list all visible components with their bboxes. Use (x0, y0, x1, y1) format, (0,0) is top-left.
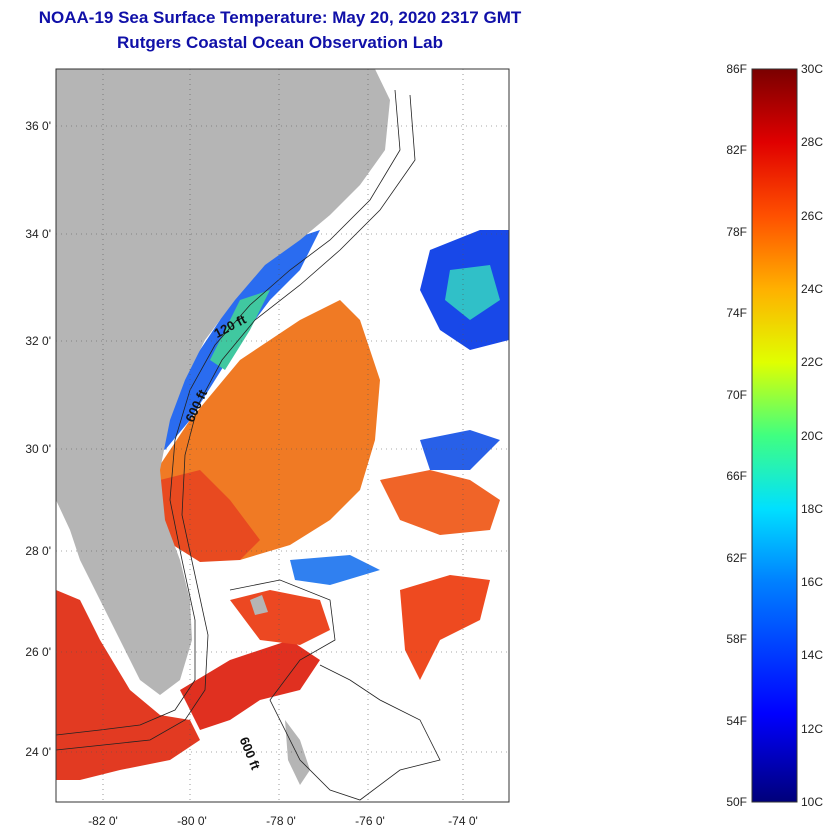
colorbar-celsius-tick: 30C (801, 62, 824, 76)
lat-tick-label: 32 0' (25, 334, 51, 348)
colorbar-celsius-tick: 16C (801, 575, 824, 590)
lon-tick-label: -76 0' (355, 814, 385, 828)
colorbar-celsius-tick: 10C (801, 795, 824, 809)
lat-tick-label: 36 0' (25, 119, 51, 133)
colorbar-fahrenheit-tick: 78F (726, 224, 747, 239)
graticule (56, 69, 509, 802)
colorbar-fahrenheit-tick: 62F (726, 550, 747, 565)
ne-teal-patch (445, 265, 500, 320)
colorbar-celsius-tick: 20C (801, 428, 824, 443)
south-warm-patch (400, 575, 490, 680)
lat-tick-label: 24 0' (25, 745, 51, 759)
lon-tick-label: -82 0' (88, 814, 118, 828)
isobath-600ft (56, 94, 416, 751)
lat-tick-label: 26 0' (25, 645, 51, 659)
lon-tick-label: -74 0' (448, 814, 478, 828)
colorbar-fahrenheit-tick: 70F (726, 387, 747, 402)
shelf-green-band (210, 290, 270, 370)
map-title: NOAA-19 Sea Surface Temperature: May 20,… (38, 8, 522, 27)
gulf-stream-core (160, 470, 260, 562)
mid-cold-patch (420, 430, 500, 470)
colorbar-celsius-tick: 18C (801, 501, 824, 516)
colorbar-celsius-tick: 26C (801, 208, 824, 223)
land-mass (56, 69, 390, 695)
lat-tick-label: 30 0' (25, 442, 51, 456)
lon-tick-label: -78 0' (266, 814, 296, 828)
colorbar-celsius-tick: 28C (801, 135, 824, 150)
colorbar-fahrenheit-tick: 66F (726, 469, 747, 484)
gulf-sst (56, 590, 200, 780)
colorbar-fahrenheit-tick: 74F (726, 306, 747, 321)
colorbar-fahrenheit-tick: 86F (726, 62, 747, 76)
bahamas-contour (229, 579, 441, 801)
colorbar-fahrenheit-tick: 50F (726, 795, 747, 809)
plot-frame (55, 68, 510, 803)
bahamas-island (250, 595, 268, 615)
colorbar-fahrenheit-tick: 82F (726, 143, 747, 158)
colorbar-celsius-tick: 14C (801, 648, 824, 663)
lon-tick-label: -80 0' (177, 814, 207, 828)
south-cold-patch (290, 555, 380, 585)
colorbar-celsius-tick: 12C (801, 721, 824, 736)
map-subtitle: Rutgers Coastal Ocean Observation Lab (117, 33, 443, 52)
colorbar-celsius-tick: 22C (801, 355, 824, 370)
straits-sst (180, 640, 320, 730)
bahamas-island (285, 720, 310, 785)
lat-tick-label: 34 0' (25, 227, 51, 241)
colorbar-fahrenheit-tick: 54F (726, 713, 747, 728)
east-warm-patch (380, 470, 500, 535)
isobath-120ft (56, 89, 401, 736)
colorbar (751, 68, 798, 803)
colorbar-fahrenheit-tick: 58F (726, 632, 747, 647)
lat-tick-label: 28 0' (25, 544, 51, 558)
colorbar-celsius-tick: 24C (801, 281, 824, 296)
